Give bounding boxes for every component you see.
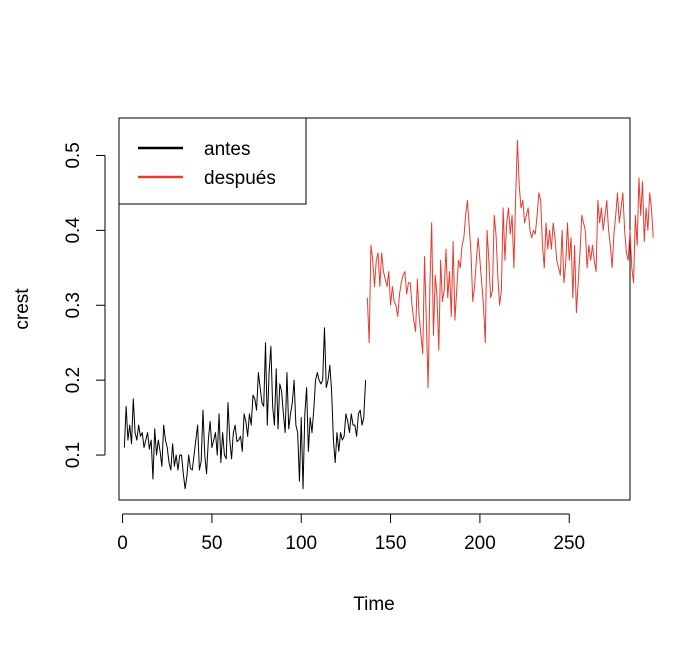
legend-box	[118, 117, 307, 205]
y-tick-label: 0.4	[63, 217, 84, 244]
x-tick-label: 250	[553, 533, 585, 554]
series-line-despues	[366, 139, 654, 389]
x-axis-title: Time	[353, 594, 395, 615]
x-tick-label: 0	[117, 533, 128, 554]
x-tick-label: 150	[375, 533, 407, 554]
x-tick-label: 200	[464, 533, 496, 554]
x-tick-label: 50	[201, 533, 222, 554]
y-axis-title: crest	[12, 288, 33, 330]
legend: antes después	[118, 117, 307, 205]
legend-label-antes: antes	[204, 139, 250, 160]
y-axis: 0.1 0.2 0.3 0.4 0.5	[63, 142, 106, 468]
plot-frame	[118, 117, 631, 501]
series-lines	[123, 139, 654, 490]
y-tick-label: 0.3	[63, 292, 84, 318]
y-tick-label: 0.5	[63, 142, 84, 168]
legend-label-despues: después	[204, 168, 276, 189]
x-tick-label: 100	[285, 533, 317, 554]
series-line-antes	[123, 327, 367, 490]
y-tick-label: 0.1	[63, 442, 84, 468]
x-axis: 0 50 100 150 200 250	[117, 513, 585, 554]
y-tick-label: 0.2	[63, 367, 84, 393]
